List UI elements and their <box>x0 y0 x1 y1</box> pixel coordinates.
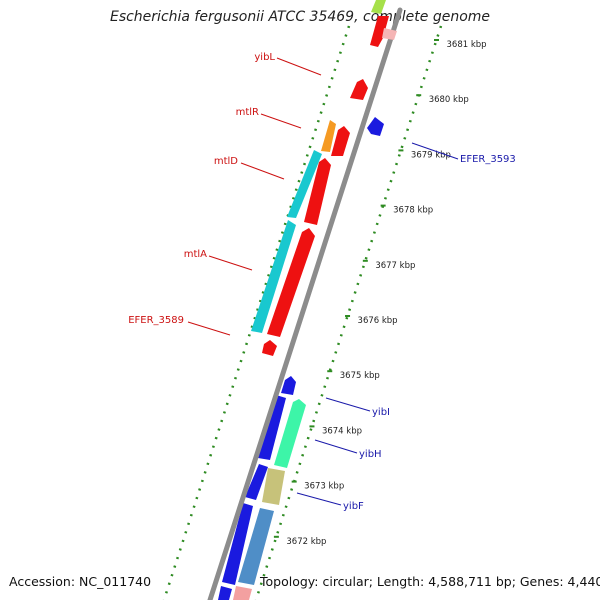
gene-feature[interactable] <box>281 376 296 395</box>
ruler-tick-label: 3672 kbp <box>286 537 326 547</box>
label-leader <box>208 255 253 271</box>
label-leader <box>187 321 231 336</box>
ruler-tick-label: 3680 kbp <box>429 95 469 105</box>
label-leader <box>260 113 302 129</box>
ruler-tick-label: 3678 kbp <box>393 206 433 216</box>
gene-label-EFER_3589[interactable]: EFER_3589 <box>128 315 184 326</box>
label-leader <box>314 439 358 454</box>
accession-text: Accession: NC_011740 <box>9 574 152 589</box>
gene-feature[interactable] <box>262 340 277 356</box>
gene-feature[interactable] <box>258 395 286 460</box>
feature-ring-inner <box>218 0 386 600</box>
gene-feature[interactable] <box>274 399 306 468</box>
gene-label-yibI[interactable]: yibI <box>372 407 390 418</box>
ruler-ring-outer <box>254 25 443 600</box>
gene-feature[interactable] <box>382 28 397 40</box>
gene-label-mtlA[interactable]: mtlA <box>184 249 207 260</box>
ruler-tick-label: 3681 kbp <box>447 40 487 50</box>
gene-feature[interactable] <box>331 126 350 156</box>
gene-feature[interactable] <box>304 158 331 225</box>
gene-feature[interactable] <box>370 16 389 47</box>
gene-feature[interactable] <box>251 220 296 333</box>
ruler-ring-inner <box>162 25 351 600</box>
gene-label-yibL[interactable]: yibL <box>254 52 275 63</box>
gene-feature[interactable] <box>350 79 368 100</box>
gene-feature[interactable] <box>321 120 336 152</box>
label-leader <box>276 57 322 76</box>
gene-feature[interactable] <box>267 228 315 337</box>
gene-label-EFER_3593[interactable]: EFER_3593 <box>460 154 516 165</box>
ruler-tick-label: 3676 kbp <box>358 316 398 326</box>
gene-feature[interactable] <box>222 503 253 585</box>
gene-feature[interactable] <box>233 586 252 600</box>
ruler-ticks: 3681 kbp 3680 kbp 3679 kbp 3678 kbp 3677 kbp… <box>273 39 487 547</box>
label-leader <box>296 492 342 506</box>
gene-feature[interactable] <box>245 464 268 500</box>
label-leader <box>411 142 459 160</box>
topology-text: Topology: circular; Length: 4,588,711 bp… <box>260 574 600 589</box>
gene-feature[interactable] <box>238 508 274 585</box>
ruler-tick-label: 3677 kbp <box>375 261 415 271</box>
gene-labels: yibL mtlR mtlD mtlA EFER_3589 EFER_3593 … <box>128 52 516 512</box>
ruler-tick-label: 3673 kbp <box>304 482 344 492</box>
gene-feature[interactable] <box>367 117 384 136</box>
ruler-tick-label: 3679 kbp <box>411 150 451 160</box>
gene-feature[interactable] <box>287 150 322 218</box>
gene-feature[interactable] <box>371 0 386 14</box>
label-leader <box>240 162 285 180</box>
label-leader <box>325 397 371 412</box>
ruler-tick-label: 3675 kbp <box>340 371 380 381</box>
backbone <box>207 7 403 600</box>
gene-label-mtlR[interactable]: mtlR <box>236 107 259 118</box>
gene-feature[interactable] <box>218 586 232 600</box>
gene-label-yibF[interactable]: yibF <box>343 501 364 512</box>
gene-label-mtlD[interactable]: mtlD <box>214 156 238 167</box>
gene-feature[interactable] <box>262 468 285 505</box>
ruler-tick-label: 3674 kbp <box>322 426 362 436</box>
gene-label-yibH[interactable]: yibH <box>359 449 382 460</box>
feature-ring-outer <box>233 16 397 600</box>
